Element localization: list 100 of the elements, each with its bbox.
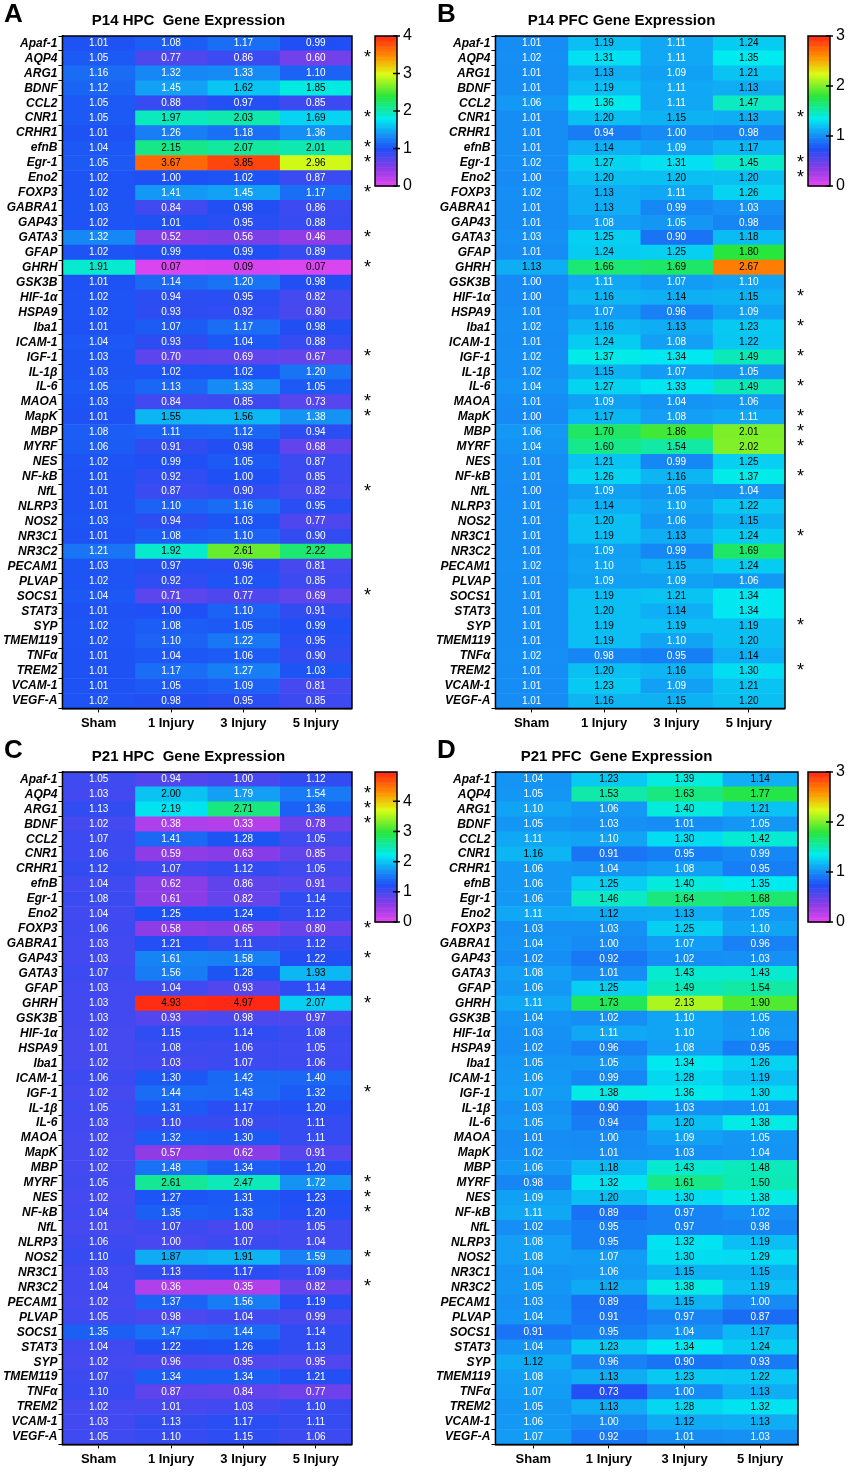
data-label: 1.26 — [233, 1341, 254, 1353]
data-label: 1.00 — [521, 171, 542, 183]
data-label: 1.01 — [88, 679, 109, 691]
data-label: 0.99 — [750, 847, 771, 859]
y-tick-label: NLRP3 — [18, 1234, 58, 1249]
y2-tick-label: * — [797, 346, 805, 367]
data-label: 1.10 — [666, 634, 687, 646]
data-label: 1.37 — [161, 1296, 182, 1308]
y-tick-label: Egr-1 — [26, 155, 58, 170]
data-label: 1.20 — [306, 1101, 326, 1113]
data-label: 1.60 — [594, 440, 615, 452]
data-label: 0.57 — [161, 1146, 182, 1158]
color-bar-label: 2 — [403, 852, 412, 870]
y-tick-label: NfL — [470, 1220, 491, 1235]
data-label: 0.99 — [306, 37, 326, 49]
data-label: 1.01 — [88, 605, 109, 617]
data-label: 1.20 — [666, 171, 687, 183]
data-label: 1.06 — [233, 1042, 254, 1054]
data-label: 0.95 — [750, 862, 771, 874]
x-tick-label: 1 Injury — [580, 714, 628, 730]
data-label: 1.22 — [306, 952, 326, 964]
data-label: 1.22 — [739, 336, 759, 348]
data-label: 1.01 — [88, 664, 109, 676]
data-label: 1.07 — [666, 365, 687, 377]
data-label: 1.17 — [739, 141, 759, 153]
text: D — [437, 734, 456, 765]
data-label: 1.06 — [739, 575, 759, 587]
y-tick-label: VCAM-1 — [11, 1414, 58, 1429]
y2-tick-label: * — [797, 376, 805, 397]
data-label: 1.00 — [233, 773, 254, 785]
data-label: 1.05 — [750, 1012, 771, 1024]
data-label: 1.16 — [594, 291, 615, 303]
data-label: 1.06 — [523, 862, 544, 874]
y-tick-label: ICAM-1 — [449, 1070, 491, 1085]
y2-tick-label: * — [364, 585, 372, 606]
data-label: 1.05 — [88, 111, 109, 123]
data-label: 1.03 — [88, 560, 109, 572]
y2-tick-label: * — [364, 1246, 372, 1267]
data-label: 0.94 — [306, 425, 326, 437]
y-tick-label: GSK3B — [449, 274, 491, 289]
x-tick-label: Sham — [515, 1450, 551, 1466]
data-label: 1.05 — [750, 907, 771, 919]
y-tick-label: NOS2 — [457, 1249, 491, 1264]
data-label: 0.87 — [161, 1385, 182, 1397]
y2-tick-label: * — [364, 47, 372, 68]
data-label: 1.21 — [306, 1370, 326, 1382]
data-label: 0.91 — [306, 605, 326, 617]
data-label: 1.11 — [523, 997, 544, 1009]
data-label: 0.90 — [233, 485, 254, 497]
data-label: 0.95 — [599, 1221, 620, 1233]
data-label: 1.21 — [161, 937, 182, 949]
data-label: 1.49 — [739, 380, 759, 392]
data-label: 1.01 — [521, 545, 542, 557]
data-label: 1.41 — [161, 832, 182, 844]
y2-tick-label: * — [364, 181, 372, 202]
data-label: 1.26 — [739, 186, 759, 198]
data-label: 1.03 — [233, 1400, 254, 1412]
y-tick-label: STAT3 — [454, 1339, 491, 1354]
data-label: 0.95 — [233, 216, 254, 228]
data-label: 1.16 — [666, 470, 687, 482]
data-label: 1.38 — [750, 1191, 771, 1203]
data-label: 1.01 — [521, 216, 542, 228]
data-label: 1.04 — [523, 1266, 544, 1278]
data-label: 1.10 — [739, 276, 759, 288]
y-tick-label: STAT3 — [454, 603, 491, 618]
data-label: 1.07 — [523, 1430, 544, 1442]
x-tick-label: 1 Injury — [147, 714, 195, 730]
data-label: 1.06 — [739, 395, 759, 407]
y-tick-label: efnB — [463, 140, 491, 155]
data-label: 0.80 — [306, 922, 326, 934]
x-tick-label: 5 Injury — [292, 1450, 340, 1466]
y-tick-label: NF-kB — [455, 1205, 491, 1220]
color-bar-label: 4 — [403, 26, 412, 44]
data-label: 1.07 — [523, 1385, 544, 1397]
data-label: 0.89 — [599, 1296, 620, 1308]
y-tick-label: BDNF — [457, 816, 492, 831]
data-label: 1.00 — [599, 1131, 620, 1143]
y2-tick-label: * — [364, 947, 372, 968]
data-label: 0.60 — [306, 52, 326, 64]
data-label: 1.06 — [523, 892, 544, 904]
data-label: 1.05 — [161, 679, 182, 691]
y-tick-label: VEGF-A — [12, 1429, 58, 1444]
y-tick-label: FOXP3 — [451, 185, 491, 200]
data-label: 1.26 — [750, 1057, 771, 1069]
data-label: 0.70 — [161, 351, 182, 363]
data-label: 1.05 — [306, 862, 326, 874]
data-label: 1.32 — [674, 1236, 695, 1248]
y-tick-label: CCL2 — [26, 95, 58, 110]
data-label: 0.96 — [666, 306, 687, 318]
y-tick-label: GHRH — [22, 259, 58, 274]
data-label: 1.07 — [599, 1251, 620, 1263]
data-label: 1.02 — [521, 156, 542, 168]
data-label: 1.04 — [523, 1012, 544, 1024]
y-tick-label: CCL2 — [26, 831, 58, 846]
data-label: 1.20 — [594, 515, 615, 527]
data-label: 1.92 — [161, 545, 182, 557]
text: A — [4, 0, 23, 29]
y2-tick-label: * — [797, 107, 805, 128]
y2-tick-label: * — [797, 465, 805, 486]
data-label: 1.00 — [599, 1415, 620, 1427]
